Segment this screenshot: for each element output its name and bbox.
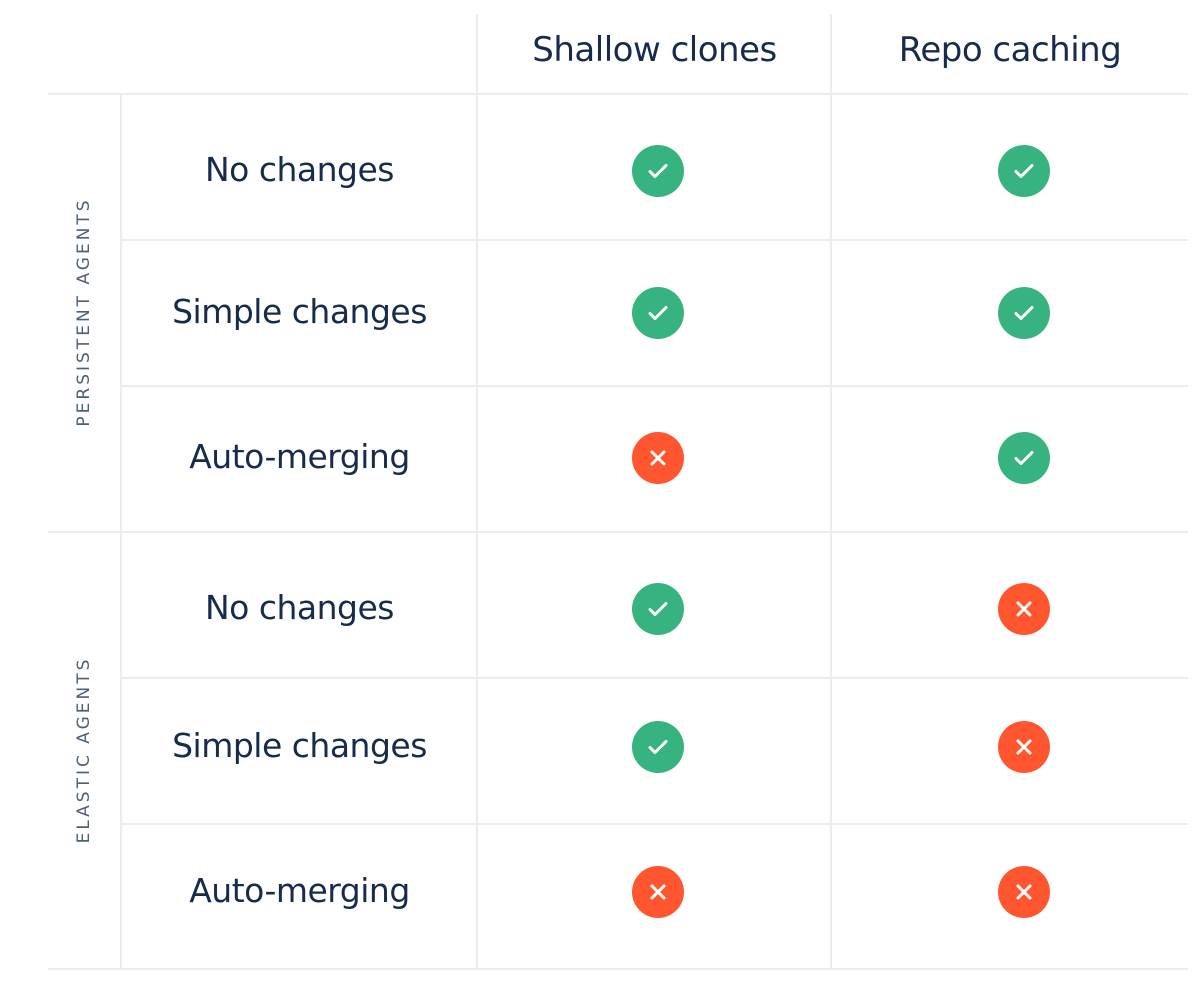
row-label: Simple changes <box>172 725 427 765</box>
divider <box>121 823 1188 825</box>
divider <box>121 677 1188 679</box>
cross-circle-icon <box>998 721 1050 773</box>
cross-circle-icon <box>632 866 684 918</box>
cross-circle-icon <box>998 866 1050 918</box>
divider <box>121 239 1188 241</box>
check-circle-icon <box>998 287 1050 339</box>
column-header-repo-caching: Repo caching <box>898 30 1122 70</box>
row-label: No changes <box>204 587 395 627</box>
row-label: Simple changes <box>172 291 427 331</box>
column-header-shallow-clones: Shallow clones <box>532 30 777 70</box>
divider <box>121 385 1188 387</box>
row-label: Auto-merging <box>189 436 410 476</box>
cross-circle-icon <box>998 583 1050 635</box>
divider <box>48 93 1188 95</box>
cross-circle-icon <box>632 432 684 484</box>
check-circle-icon <box>998 432 1050 484</box>
check-circle-icon <box>632 145 684 197</box>
check-circle-icon <box>632 721 684 773</box>
check-circle-icon <box>998 145 1050 197</box>
check-circle-icon <box>632 287 684 339</box>
group-label-elastic-agents: ELASTIC AGENTS <box>74 656 94 844</box>
divider <box>48 968 1188 970</box>
divider <box>830 14 832 969</box>
divider <box>48 531 1188 533</box>
divider <box>476 14 478 969</box>
row-label: No changes <box>204 149 395 189</box>
check-circle-icon <box>632 583 684 635</box>
row-label: Auto-merging <box>189 870 410 910</box>
group-label-persistent-agents: PERSISTENT AGENTS <box>74 197 94 427</box>
